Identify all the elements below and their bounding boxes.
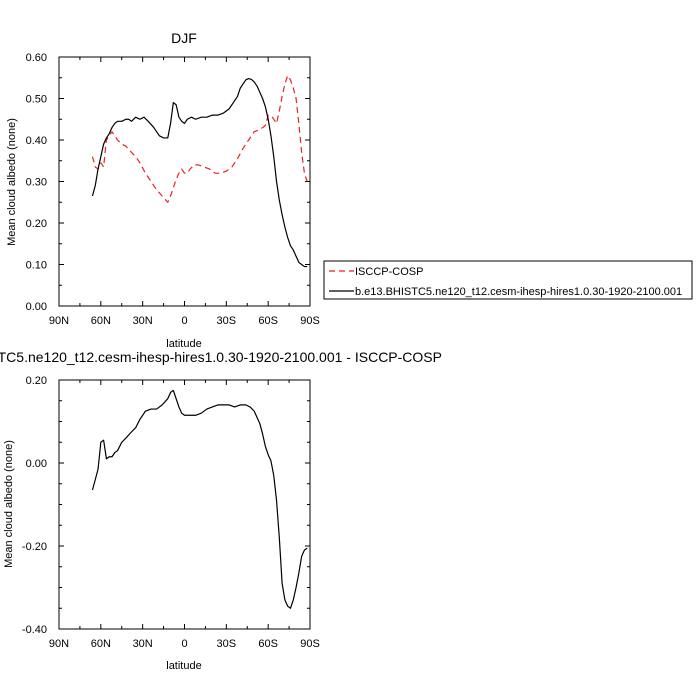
panel-top-y-tick-label: 0.40 bbox=[26, 135, 47, 147]
panel-top-x-axis-label: latitude bbox=[166, 338, 201, 350]
panel-bottom-x-tick-label: 60S bbox=[258, 638, 278, 650]
panel-top-y-tick-label: 0.10 bbox=[26, 260, 47, 272]
panel-bottom-y-tick-label: -0.20 bbox=[22, 541, 47, 553]
panel-bottom: b.e13.BHISTC5.ne120_t12.cesm-ihesp-hires… bbox=[0, 349, 442, 672]
panel-bottom-x-tick-label: 0 bbox=[181, 638, 187, 650]
panel-top-y-tick-label: 0.50 bbox=[26, 94, 47, 106]
panel-bottom-frame bbox=[58, 379, 311, 630]
panel-bottom-x-tick-label: 30N bbox=[133, 638, 153, 650]
panel-top-y-tick-label: 0.00 bbox=[26, 301, 47, 313]
legend-label-isccp: ISCCP-COSP bbox=[355, 266, 423, 278]
panel-top-x-tick-label: 0 bbox=[181, 315, 187, 327]
panel-bottom-y-tick-label: 0.20 bbox=[26, 375, 47, 387]
panel-top-series-line-0 bbox=[91, 75, 308, 203]
panel-top-ticks: 90N 60N 30N 0 30S 60S 90S 0.00 0.10 0.20 0.30 0.40 0… bbox=[26, 52, 320, 327]
panel-bottom-title: b.e13.BHISTC5.ne120_t12.cesm-ihesp-hires… bbox=[0, 349, 442, 365]
panel-bottom-x-tick-label: 60N bbox=[91, 638, 111, 650]
panel-top-series bbox=[91, 75, 308, 268]
panel-top-x-tick-label: 30N bbox=[133, 315, 153, 327]
panel-top-x-tick-label: 90N bbox=[49, 315, 69, 327]
panel-top-frame bbox=[58, 56, 311, 307]
panel-top-y-axis-label: Mean cloud albedo (none) bbox=[6, 118, 18, 246]
panel-top-y-tick-label: 0.20 bbox=[26, 218, 47, 230]
panel-bottom-y-tick-label: 0.00 bbox=[26, 458, 47, 470]
panel-top-legend: ISCCP-COSP b.e13.BHISTC5.ne120_t12.cesm-… bbox=[323, 260, 693, 300]
panel-top-y-tick-label: 0.30 bbox=[26, 177, 47, 189]
panel-bottom-y-tick-label: -0.40 bbox=[22, 624, 47, 636]
panel-top: DJF latitude Mean cloud albedo (none) 90… bbox=[6, 30, 693, 350]
panel-bottom-ticks: 90N 60N 30N 0 30S 60S 90S -0.40 -0.20 0.00 0.20 bbox=[22, 375, 320, 650]
panel-top-x-tick-label: 90S bbox=[300, 315, 320, 327]
panel-top-title: DJF bbox=[171, 30, 197, 46]
panel-bottom-x-tick-label: 90S bbox=[300, 638, 320, 650]
panel-top-y-tick-label: 0.60 bbox=[26, 52, 47, 64]
panel-bottom-y-axis-label: Mean cloud albedo (none) bbox=[3, 440, 15, 568]
panel-bottom-series bbox=[91, 389, 308, 609]
panel-bottom-x-tick-label: 90N bbox=[49, 638, 69, 650]
panel-bottom-series-line-0 bbox=[91, 389, 308, 609]
panel-top-series-line-1 bbox=[91, 77, 308, 268]
panel-top-x-tick-label: 30S bbox=[217, 315, 237, 327]
legend-frame bbox=[323, 260, 693, 300]
panel-bottom-x-tick-label: 30S bbox=[217, 638, 237, 650]
panel-bottom-x-axis-label: latitude bbox=[166, 660, 201, 672]
panel-top-x-tick-label: 60N bbox=[91, 315, 111, 327]
legend-label-model: b.e13.BHISTC5.ne120_t12.cesm-ihesp-hires… bbox=[355, 286, 682, 298]
panel-top-x-tick-label: 60S bbox=[258, 315, 278, 327]
